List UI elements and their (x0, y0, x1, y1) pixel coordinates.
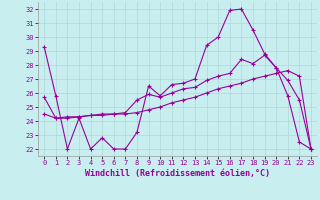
X-axis label: Windchill (Refroidissement éolien,°C): Windchill (Refroidissement éolien,°C) (85, 169, 270, 178)
